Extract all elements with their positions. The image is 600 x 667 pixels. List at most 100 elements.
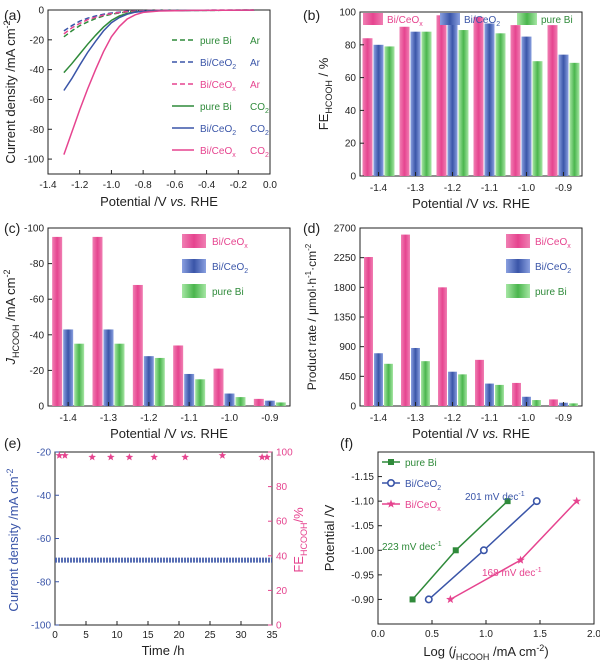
- panel-c-legend: Bi/CeOx Bi/CeO2 pure Bi: [182, 234, 248, 298]
- panel-b-x-tick-label: -1.3: [407, 183, 425, 194]
- panel-d-x-tick-label: -1.1: [481, 413, 499, 424]
- panel-f-y-tick-label: -1.10: [351, 497, 374, 508]
- panel-e-series: [55, 451, 272, 563]
- panel-e-y2-tick-label: 100: [276, 448, 293, 459]
- panel-b-legend-swatch: [517, 13, 537, 25]
- panel-b-x-tick-label: -1.1: [481, 183, 499, 194]
- panel-d-bars: [364, 234, 578, 406]
- panel-e-y-ticks: -100 -80 -60 -40 -20: [31, 448, 59, 632]
- panel-f-fit-line: [450, 500, 578, 601]
- panel-f-y-tick-label: -1.05: [351, 521, 374, 532]
- panel-c-x-tick-label: -1.3: [100, 413, 118, 424]
- panel-a-x-tick-label: -0.6: [166, 180, 184, 191]
- panel-b-bar: [399, 26, 410, 177]
- panel-a-legend-label: Bi/CeOx CO2: [200, 146, 269, 159]
- panel-d-x-tick-label: -1.3: [407, 413, 425, 424]
- panel-f-y-tick-label: -1.00: [351, 546, 374, 557]
- panel-f-marker: [424, 595, 433, 604]
- panel-f-x-label: Log (jHCOOH /mA cm-2): [423, 643, 548, 662]
- panel-e-y2-tick-label: 80: [276, 482, 288, 493]
- panel-label-f: (f): [340, 435, 353, 451]
- panel-f-legend-label: Bi/CeOx: [405, 500, 441, 513]
- panel-d-bar: [485, 383, 494, 406]
- panel-e-y2-tick-label: 40: [276, 551, 288, 562]
- panel-a-x-tick-label: -0.2: [230, 180, 248, 191]
- panel-e-x-tick-label: 5: [83, 630, 89, 641]
- panel-d-y-tick-label: 1800: [334, 283, 357, 294]
- panel-f-y-tick-label: -1.15: [351, 472, 374, 483]
- panel-b-bar: [569, 62, 580, 177]
- panel-e-x-tick-label: 35: [266, 630, 278, 641]
- panel-e-x-tick-label: 10: [111, 630, 123, 641]
- panel-d-bar: [532, 400, 541, 406]
- panel-b-y-tick-label: 100: [339, 8, 356, 19]
- panel-d-legend-swatch: [506, 259, 530, 273]
- panel-a-legend-label: Bi/CeOx Ar: [200, 80, 261, 93]
- panel-a-legend-label: Bi/CeO2 CO2: [200, 124, 269, 137]
- panel-a-x-tick-label: -1.2: [71, 180, 89, 191]
- panel-c-y-tick-label: 0: [38, 402, 44, 413]
- panel-c-bar: [195, 379, 206, 406]
- panel-c-x-tick-label: -1.1: [181, 413, 199, 424]
- panel-d-bar: [549, 399, 558, 406]
- panel-b-y-tick-label: 60: [345, 73, 357, 84]
- panel-a-series-line: [63, 9, 255, 38]
- panel-a-y-tick-label: -60: [30, 95, 45, 106]
- panel-d-bar: [411, 347, 420, 406]
- panel-f-slope-label: 168 mV dec-1: [482, 567, 542, 579]
- panel-e-y-tick-label: -80: [37, 577, 52, 588]
- panel-c-bar: [173, 345, 184, 406]
- panel-b-bar: [384, 46, 395, 176]
- panel-d-legend-swatch: [506, 284, 530, 298]
- panel-e-fe-marker: [150, 453, 158, 461]
- panel-d-x-tick-label: -1.0: [518, 413, 536, 424]
- panel-f-slope-label: 223 mV dec-1: [382, 541, 442, 553]
- panel-c-x-label: Potential /V vs. RHE: [110, 426, 228, 441]
- panel-b-bar: [495, 33, 506, 176]
- panel-b-legend-swatch: [440, 13, 460, 25]
- panel-c-bar: [63, 329, 74, 406]
- panel-c-bar: [92, 236, 103, 406]
- panel-e-x-tick-label: 15: [142, 630, 154, 641]
- panel-e-fe-marker: [263, 453, 271, 461]
- panel-b-bar: [447, 18, 458, 177]
- panel-e-fe-marker: [125, 453, 134, 461]
- panel-e-y-tick-label: -40: [37, 491, 52, 502]
- panel-c-bar: [184, 373, 195, 406]
- panel-d-x-ticks: -1.4 -1.3 -1.2 -1.1 -1.0 -0.9: [370, 402, 573, 424]
- panel-c-bar: [103, 329, 114, 406]
- panel-a-x-label: Potential /V vs. RHE: [100, 194, 218, 209]
- panel-c-y-tick-label: -40: [30, 330, 45, 341]
- panel-b-y-tick-label: 40: [345, 106, 357, 117]
- panel-b: 0 20 40 60 80 100 -1.4 -1.3 -1.2 -1.1 -1.0 -0.9 Bi…: [316, 8, 583, 211]
- panel-c-x-tick-label: -0.9: [261, 413, 279, 424]
- panel-a-y-tick-label: -80: [30, 125, 45, 136]
- panel-d-bar: [569, 403, 578, 406]
- panel-a-y-ticks: -100 -80 -60 -40 -20 0: [24, 6, 52, 166]
- panel-b-bar: [436, 15, 447, 177]
- panel-e-y-label: Current density /mA cm-2: [5, 468, 21, 611]
- panel-b-bar: [547, 25, 558, 177]
- panel-a-legend-label: pure Bi CO2: [200, 102, 269, 115]
- panel-d-bar: [495, 384, 504, 406]
- panel-d-bar: [522, 396, 531, 406]
- panel-f-slope-label: 201 mV dec-1: [465, 491, 525, 503]
- panel-e-fe-marker: [258, 453, 266, 461]
- panel-e-y2-tick-label: 60: [276, 517, 288, 528]
- panel-b-x-tick-label: -1.2: [444, 183, 462, 194]
- panel-b-x-ticks: -1.4 -1.3 -1.2 -1.1 -1.0 -0.9: [370, 172, 573, 194]
- panel-d-x-tick-label: -1.2: [444, 413, 462, 424]
- panel-a-x-tick-label: -1.0: [103, 180, 121, 191]
- panel-e: 0 5 10 15 20 25 30 35 -100 -80 -60 -40 -20 0 20 40 60 8…: [5, 448, 309, 659]
- panel-e-y2-tick-label: 20: [276, 586, 288, 597]
- panel-f-legend-marker: [386, 499, 396, 508]
- panel-d: 0 450 900 1350 1800 2250 2700 -1.4 -1.3 -1.2 -1.1…: [304, 224, 583, 441]
- panel-f-x-tick-label: 2.0: [587, 629, 600, 640]
- panel-c-x-tick-label: -1.0: [221, 413, 239, 424]
- panel-c-legend-swatch: [182, 259, 206, 273]
- panel-f-x-tick-label: 0.0: [371, 629, 385, 640]
- panel-b-y-tick-label: 20: [345, 139, 357, 150]
- panel-f-x-tick-label: 0.5: [425, 629, 439, 640]
- panel-b-legend: Bi/CeOx Bi/CeO2 pure Bi: [363, 13, 573, 28]
- panel-d-legend-label: Bi/CeO2: [535, 262, 571, 275]
